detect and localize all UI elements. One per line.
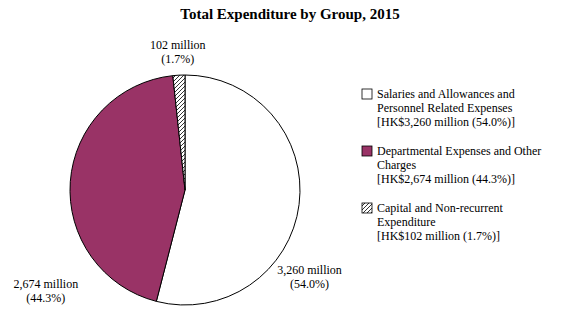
legend-label-line: Departmental Expenses and Other [377, 144, 541, 158]
data-label: 3,260 million(54.0%) [277, 263, 342, 291]
legend-label: Salaries and Allowances andPersonnel Rel… [377, 87, 515, 129]
legend-label: Departmental Expenses and OtherCharges[H… [377, 144, 541, 186]
legend-label-line: [HK$2,674 million (44.3%)] [377, 172, 515, 186]
data-label-line: (54.0%) [290, 277, 329, 291]
data-label-line: 2,674 million [14, 277, 79, 291]
slice [70, 76, 185, 302]
title: Total Expenditure by Group, 2015 [180, 6, 399, 22]
legend-label-line: [HK$102 million (1.7%)] [377, 229, 500, 243]
data-label-line: 3,260 million [277, 263, 342, 277]
legend-label-line: Expenditure [377, 215, 436, 229]
legend-swatch [362, 203, 372, 213]
data-label-line: 102 million [150, 38, 206, 52]
slice [173, 75, 185, 190]
legend-swatch [362, 89, 372, 99]
data-label: 2,674 million(44.3%) [14, 277, 79, 305]
legend-swatch [362, 146, 372, 156]
pie [70, 75, 300, 305]
data-label-line: (1.7%) [161, 52, 194, 66]
legend-label-line: Personnel Related Expenses [377, 101, 513, 115]
data-label: 102 million(1.7%) [150, 38, 206, 66]
legend: Salaries and Allowances andPersonnel Rel… [362, 87, 541, 243]
legend-label-line: [HK$3,260 million (54.0%)] [377, 115, 515, 129]
data-label-line: (44.3%) [26, 291, 65, 305]
chart: Total Expenditure by Group, 2015 3,260 mi… [0, 0, 580, 321]
legend-label-line: Salaries and Allowances and [377, 87, 515, 101]
legend-label-line: Capital and Non-recurrent [377, 201, 504, 215]
legend-label-line: Charges [377, 158, 416, 172]
legend-label: Capital and Non-recurrentExpenditure[HK$… [377, 201, 504, 243]
